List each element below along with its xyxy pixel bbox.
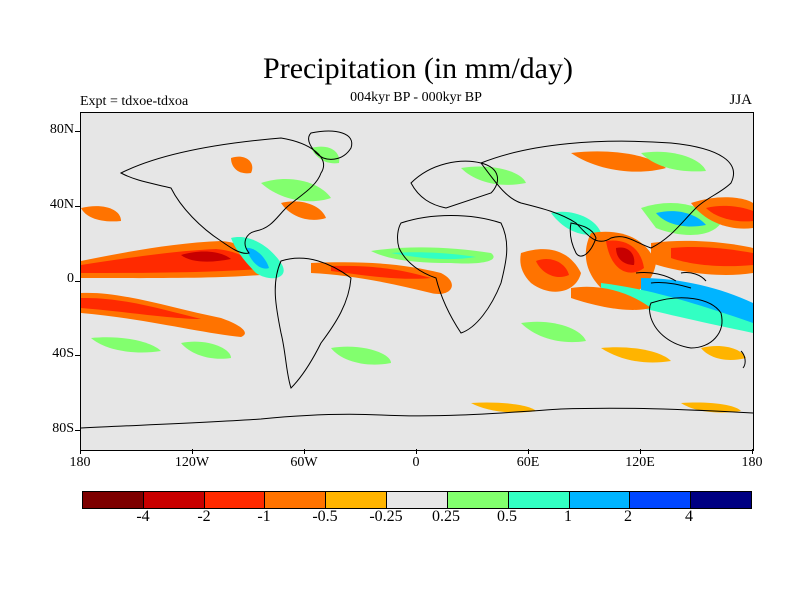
lat-tickmark-0: [75, 281, 80, 282]
anomaly-patch-east-asia-core: [656, 211, 706, 227]
lat-tickmark-80s: [75, 430, 80, 431]
colorbar-swatch: [630, 492, 692, 508]
lon-tickmark-60w: [304, 449, 305, 454]
lat-tick-80n: 80N: [49, 122, 74, 137]
chart-title: Precipitation (in mm/day): [263, 52, 573, 85]
anomaly-patch-atlantic-itcz-core: [331, 265, 431, 279]
coastline-asia: [480, 140, 734, 249]
lon-tickmark-120e: [640, 449, 641, 454]
lat-tick-40n: 40N: [49, 197, 74, 212]
precipitation-map: [80, 112, 754, 451]
colorbar-label: 0.25: [432, 508, 460, 525]
colorbar-label: 0.5: [497, 508, 517, 525]
colorbar-label: -0.5: [312, 508, 338, 525]
colorbar: [82, 491, 752, 509]
colorbar-swatch: [569, 492, 631, 508]
lat-tickmark-40n: [75, 206, 80, 207]
lon-tick-180e: 180: [741, 455, 763, 470]
colorbar-swatch: [265, 492, 327, 508]
lon-tick-120e: 120E: [625, 455, 655, 470]
anomaly-patches: [81, 146, 753, 413]
lat-tick-0: 0: [67, 271, 74, 286]
anomaly-patch-south-pacific-core: [81, 297, 201, 319]
anomaly-patch-maritime-continent-edge: [601, 283, 753, 333]
anomaly-patch-sahel-core: [391, 252, 476, 260]
anomaly-patch-north-africa-dry: [461, 166, 526, 185]
lon-tickmark-180w: [80, 449, 81, 454]
lat-tickmark-40s: [75, 355, 80, 356]
coastlines: [81, 130, 753, 429]
anomaly-patch-siberia: [571, 151, 666, 172]
colorbar-swatch: [204, 492, 266, 508]
coastline-indonesia: [635, 272, 707, 289]
coastline-north-america: [119, 137, 324, 254]
coastline-antarctica: [81, 407, 753, 429]
anomaly-patch-southern-ocean-dry: [601, 347, 671, 363]
anomaly-patch-south-pacific-wet: [91, 337, 161, 353]
season-label: JJA: [729, 92, 752, 108]
lon-tickmark-60e: [528, 449, 529, 454]
coastline-south-america: [274, 257, 352, 389]
anomaly-patch-southeast-pacific: [181, 341, 231, 359]
anomaly-patch-south-indian-ocean: [571, 286, 651, 310]
coastline-greenland: [308, 130, 353, 160]
anomaly-patch-south-atlantic: [521, 321, 586, 343]
lon-tick-180w: 180: [69, 455, 91, 470]
anomaly-patch-southern-ocean-east: [701, 346, 746, 360]
anomaly-patch-greenland-sea: [311, 146, 340, 164]
anomaly-patch-south-atlantic-west: [331, 346, 391, 365]
lat-tick-80s: 80S: [52, 421, 74, 436]
colorbar-swatch: [83, 492, 144, 508]
colorbar-swatch: [691, 492, 751, 508]
lon-tick-0: 0: [412, 455, 420, 470]
colorbar-label: -1: [257, 508, 271, 525]
anomaly-patch-central-america-core: [246, 247, 269, 269]
anomaly-patch-north-pacific-core: [706, 205, 753, 222]
colorbar-label: -4: [136, 508, 150, 525]
anomaly-patch-bay-of-bengal-center: [616, 247, 635, 265]
colorbar-label: 1: [564, 508, 572, 525]
coastline-india: [569, 222, 597, 257]
colorbar-swatch: [387, 492, 448, 508]
lon-tickmark-180e: [752, 449, 753, 454]
colorbar-label: 2: [624, 508, 632, 525]
colorbar-label: -2: [197, 508, 211, 525]
anomaly-patch-gulf-stream: [281, 201, 326, 220]
coastline-africa: [397, 215, 508, 334]
lon-tickmark-0: [416, 449, 417, 454]
coastline-europe: [410, 160, 499, 209]
lon-tickmark-120w: [192, 449, 193, 454]
anomaly-patch-west-indian-ocean-core: [536, 258, 569, 278]
anomaly-patch-subtropical-pacific-dry: [81, 206, 121, 222]
chart-subtitle: 004kyr BP - 000kyr BP: [350, 90, 482, 105]
colorbar-label: 4: [685, 508, 693, 525]
lon-tick-120w: 120W: [174, 455, 210, 470]
anomaly-patch-north-atlantic-wet: [261, 178, 331, 202]
lon-tick-60w: 60W: [290, 455, 318, 470]
lat-tick-40s: 40S: [52, 346, 74, 361]
anomaly-patch-antarctic-coast-east: [681, 402, 741, 413]
anomaly-patch-antarctic-coast: [471, 402, 536, 413]
colorbar-swatch: [447, 492, 509, 508]
anomaly-patch-siberia-wet: [641, 151, 706, 172]
anomaly-patch-pacific-itcz-core: [81, 249, 261, 273]
anomaly-patch-north-atlantic-dry: [231, 156, 253, 174]
coastline-australia: [649, 297, 723, 349]
map-canvas: [81, 130, 753, 429]
anomaly-patch-pacific-itcz-center: [181, 251, 231, 262]
anomaly-patch-west-pacific-core: [671, 246, 753, 267]
colorbar-swatch: [143, 492, 205, 508]
lon-tick-60e: 60E: [516, 455, 540, 470]
experiment-label: Expt = tdxoe-tdxoa: [80, 94, 189, 109]
colorbar-label: -0.25: [369, 508, 403, 525]
colorbar-swatch: [326, 492, 388, 508]
colorbar-swatch: [508, 492, 570, 508]
lat-tickmark-80n: [75, 131, 80, 132]
coastline-new-zealand: [740, 350, 746, 369]
